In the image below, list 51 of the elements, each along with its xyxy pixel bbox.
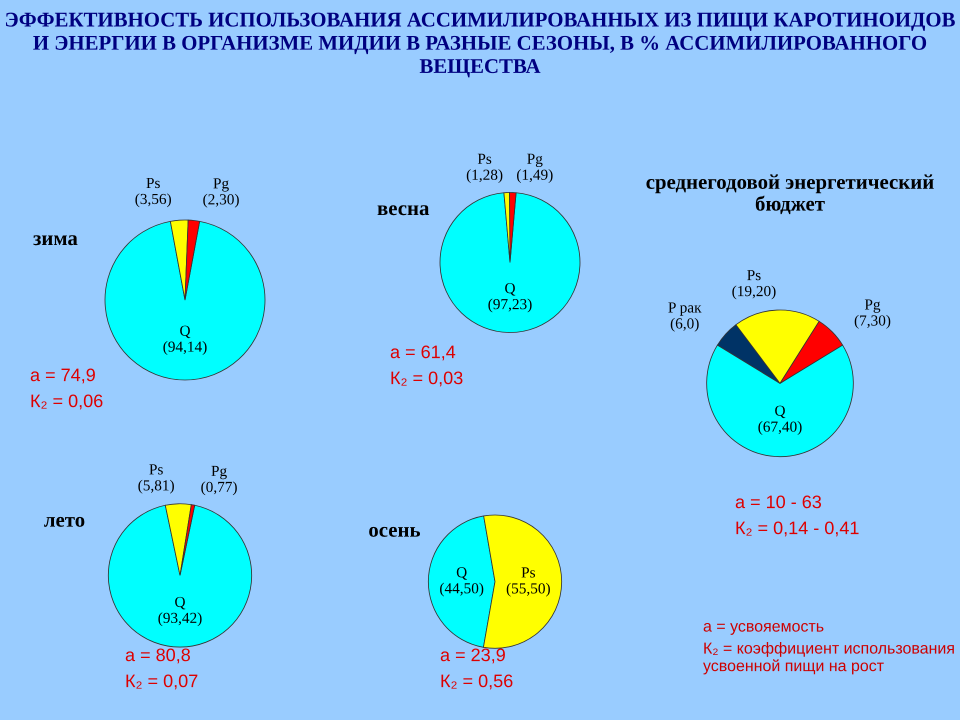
pie-slice — [104, 220, 266, 380]
slice-label: Ps — [146, 178, 160, 188]
slice-label: Ps — [522, 567, 535, 578]
data-label: (0,77) — [201, 481, 237, 496]
text: К₂ = 0,07 — [126, 674, 198, 690]
chart-title: осень — [369, 526, 420, 537]
text: а = 61,4 — [390, 345, 456, 360]
data-label: (5,81) — [138, 480, 174, 494]
text: К₂ = 0,03 — [391, 371, 462, 386]
slice-label: Pg — [211, 466, 227, 480]
pie-slice — [440, 192, 580, 333]
slice-label: Q — [505, 283, 516, 296]
slice-label: Pg — [527, 154, 543, 168]
data-label: (2,30) — [203, 194, 239, 208]
slice-label: Ps — [149, 464, 163, 475]
text: а = усвояемость — [704, 622, 824, 635]
data-label: (55,50) — [506, 582, 550, 597]
text: ЭФФЕКТИВНОСТЬ ИСПОЛЬЗОВАНИЯ АССИМИЛИРОВАННЫХ ИЗ ПИЩИ КАРОТИНОИДОВ И ЭНЕРГИИ В ОРГАНИЗМЕ МИДИИ В РАЗНЫЕ СЕЗОНЫ, В % АССИМИЛИРОВАННОГО ВЕЩЕСТВА — [6, 12, 955, 78]
data-label: (7,30) — [854, 314, 890, 329]
data-label: (6,0) — [670, 318, 699, 332]
text: а = 10 - 63 — [736, 495, 822, 508]
text: а = 23,9 — [440, 648, 505, 664]
text: лето — [44, 516, 84, 527]
data-label: (1,28) — [466, 169, 502, 184]
text: а = 80,8 — [126, 648, 190, 664]
data-label: (44,50) — [440, 582, 484, 597]
slice-label: Pg — [864, 299, 880, 313]
text: а = 74,9 — [30, 368, 95, 384]
slice-label: P рак — [668, 302, 702, 316]
data-label: (3,56) — [135, 193, 171, 208]
text: К₂ = 0,14 - 0,41 — [736, 521, 859, 536]
data-label: (97,23) — [488, 298, 532, 312]
data-label: (94,14) — [163, 341, 207, 355]
text: К₂ = 0,06 — [31, 394, 102, 410]
text: зима — [33, 235, 78, 246]
text: весна — [378, 205, 430, 216]
slice-label: Q — [180, 326, 190, 338]
slice-label: Q — [175, 596, 186, 610]
slice-label: Q — [775, 406, 786, 418]
data-label: (67,40) — [758, 421, 802, 435]
chart-title: среднегодовой энергетический бюджет — [646, 174, 934, 214]
data-label: (1,49) — [517, 169, 553, 183]
slice-label: Q — [456, 567, 467, 580]
slice-label: Ps — [478, 154, 492, 164]
text: К₂ = коэффициент использования усвоенной пищи на рост — [703, 642, 954, 674]
slice-label: Ps — [747, 270, 761, 280]
slice-label: Pg — [213, 178, 229, 192]
pie-slice — [108, 504, 252, 648]
data-label: (93,42) — [158, 612, 202, 626]
text: К₂ = 0,56 — [441, 674, 512, 690]
data-label: (19,20) — [732, 285, 776, 300]
